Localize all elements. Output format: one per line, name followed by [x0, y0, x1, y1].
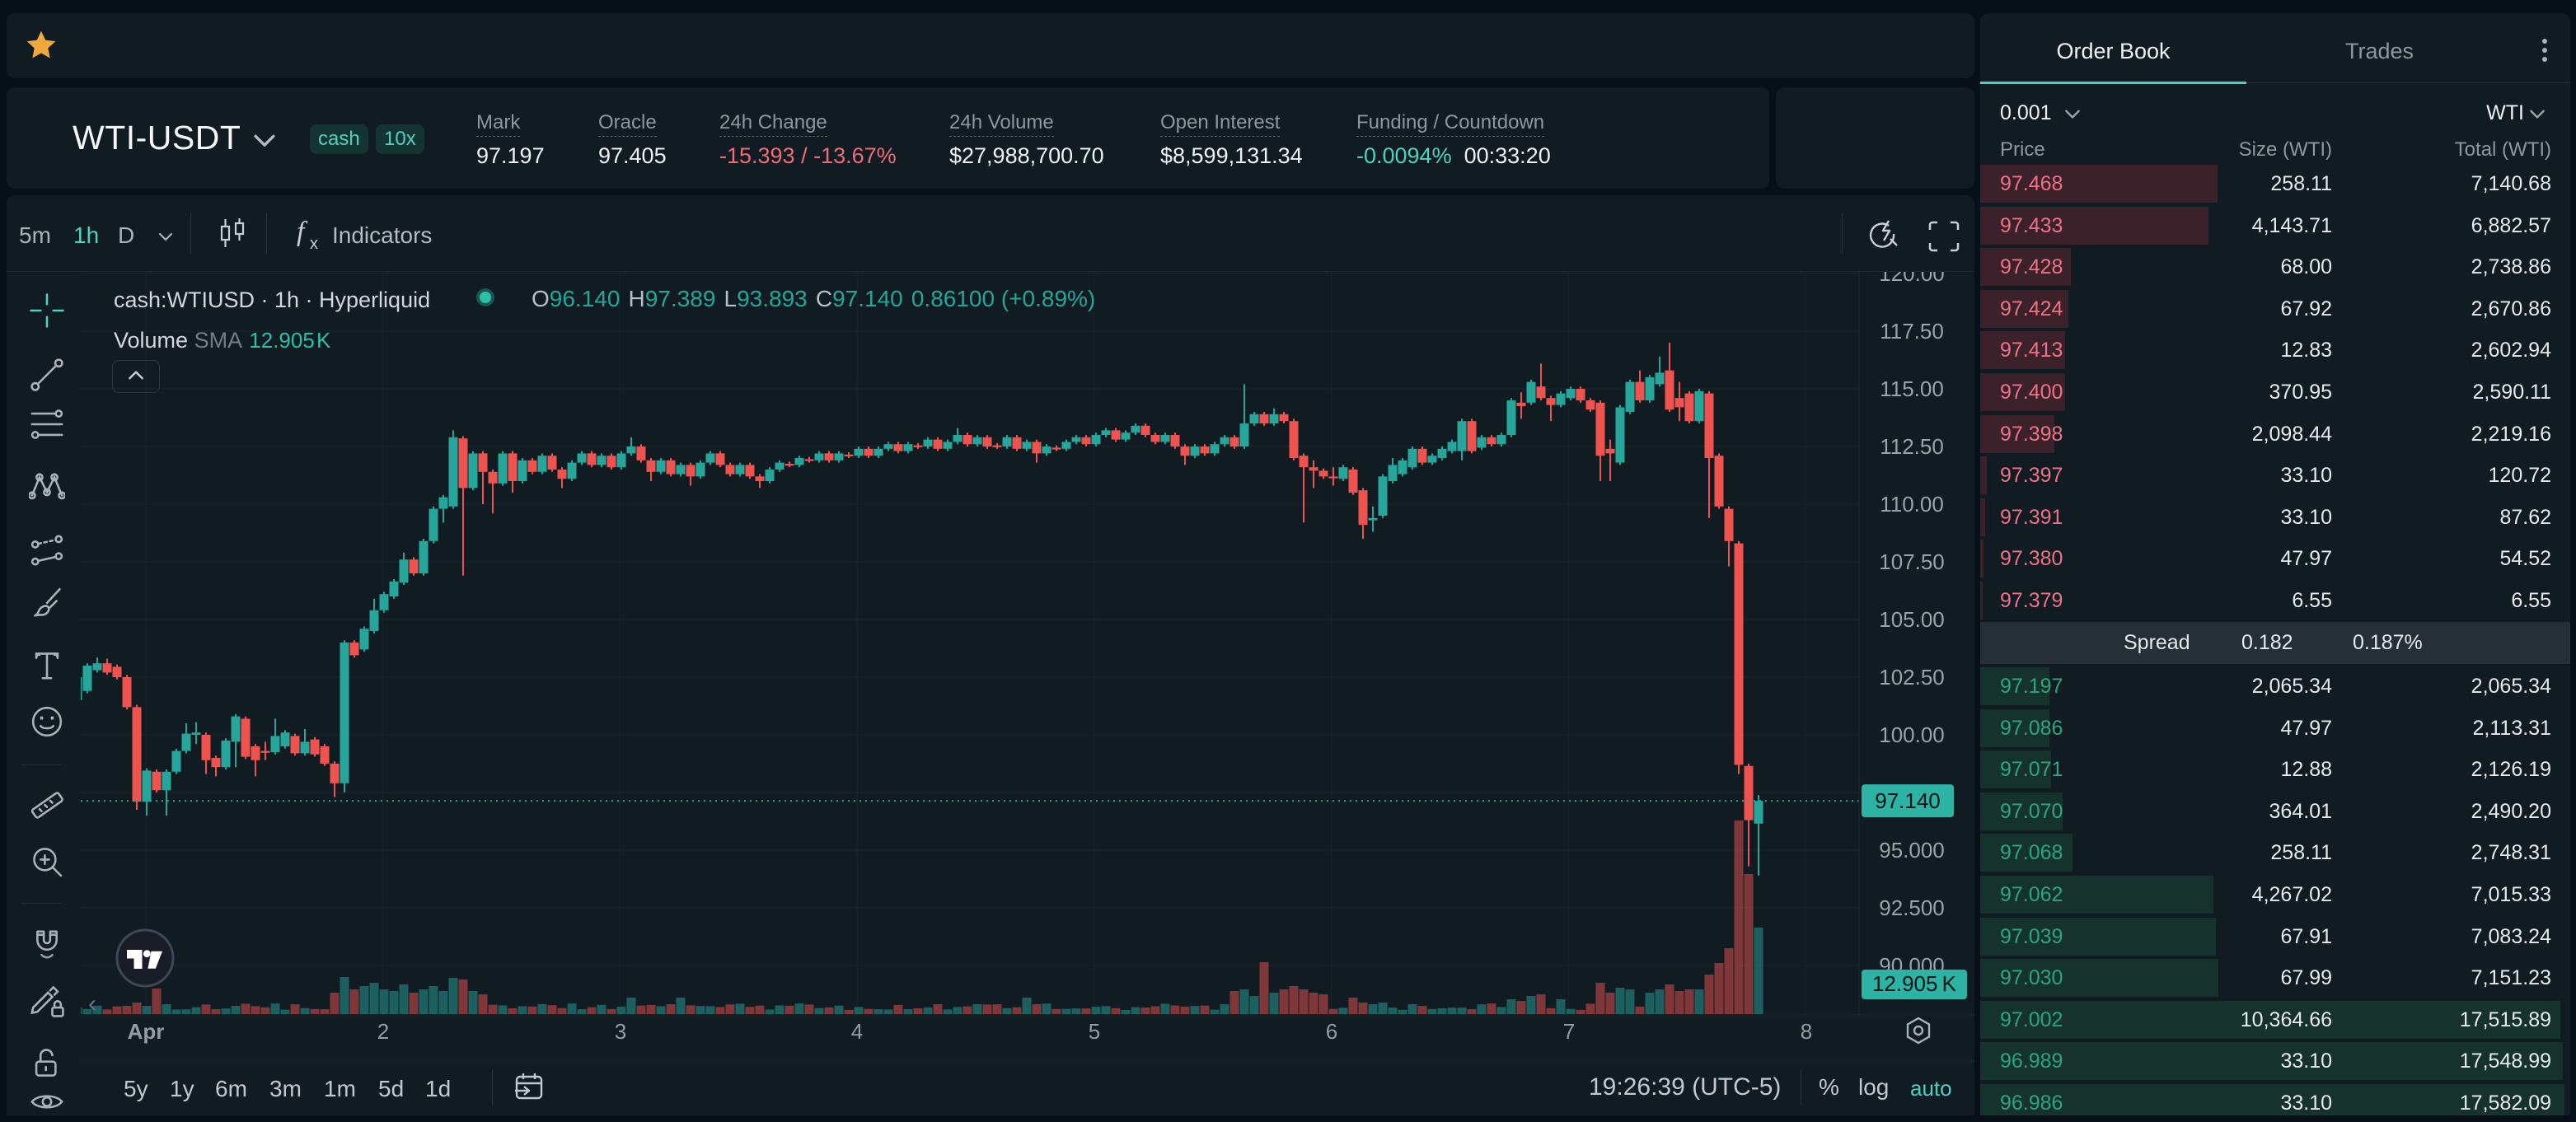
svg-text:‹: ‹: [88, 990, 96, 1017]
svg-text:x: x: [310, 235, 318, 252]
svg-text:110.00: 110.00: [1880, 492, 1944, 517]
svg-text:Apr: Apr: [128, 1019, 165, 1044]
svg-text:120.00: 120.00: [1879, 272, 1945, 286]
svg-text:12.905 K: 12.905 K: [1872, 971, 1957, 996]
svg-text:97.140: 97.140: [1875, 788, 1941, 813]
svg-text:92.500: 92.500: [1879, 895, 1945, 920]
svg-text:7: 7: [1563, 1019, 1575, 1044]
svg-text:3: 3: [615, 1019, 626, 1044]
svg-text:112.50: 112.50: [1880, 434, 1944, 459]
svg-text:5: 5: [1089, 1019, 1100, 1044]
svg-text:6: 6: [1326, 1019, 1337, 1044]
svg-text:100.00: 100.00: [1879, 722, 1945, 747]
svg-text:95.000: 95.000: [1879, 838, 1945, 863]
svg-text:102.50: 102.50: [1879, 665, 1945, 690]
svg-text:2: 2: [377, 1019, 389, 1044]
svg-text:117.50: 117.50: [1880, 319, 1944, 344]
svg-text:105.00: 105.00: [1879, 607, 1945, 632]
svg-text:8: 8: [1801, 1019, 1812, 1044]
svg-text:115.00: 115.00: [1880, 376, 1944, 401]
svg-text:f: f: [297, 217, 308, 247]
svg-text:107.50: 107.50: [1879, 549, 1945, 574]
svg-text:4: 4: [851, 1019, 863, 1044]
